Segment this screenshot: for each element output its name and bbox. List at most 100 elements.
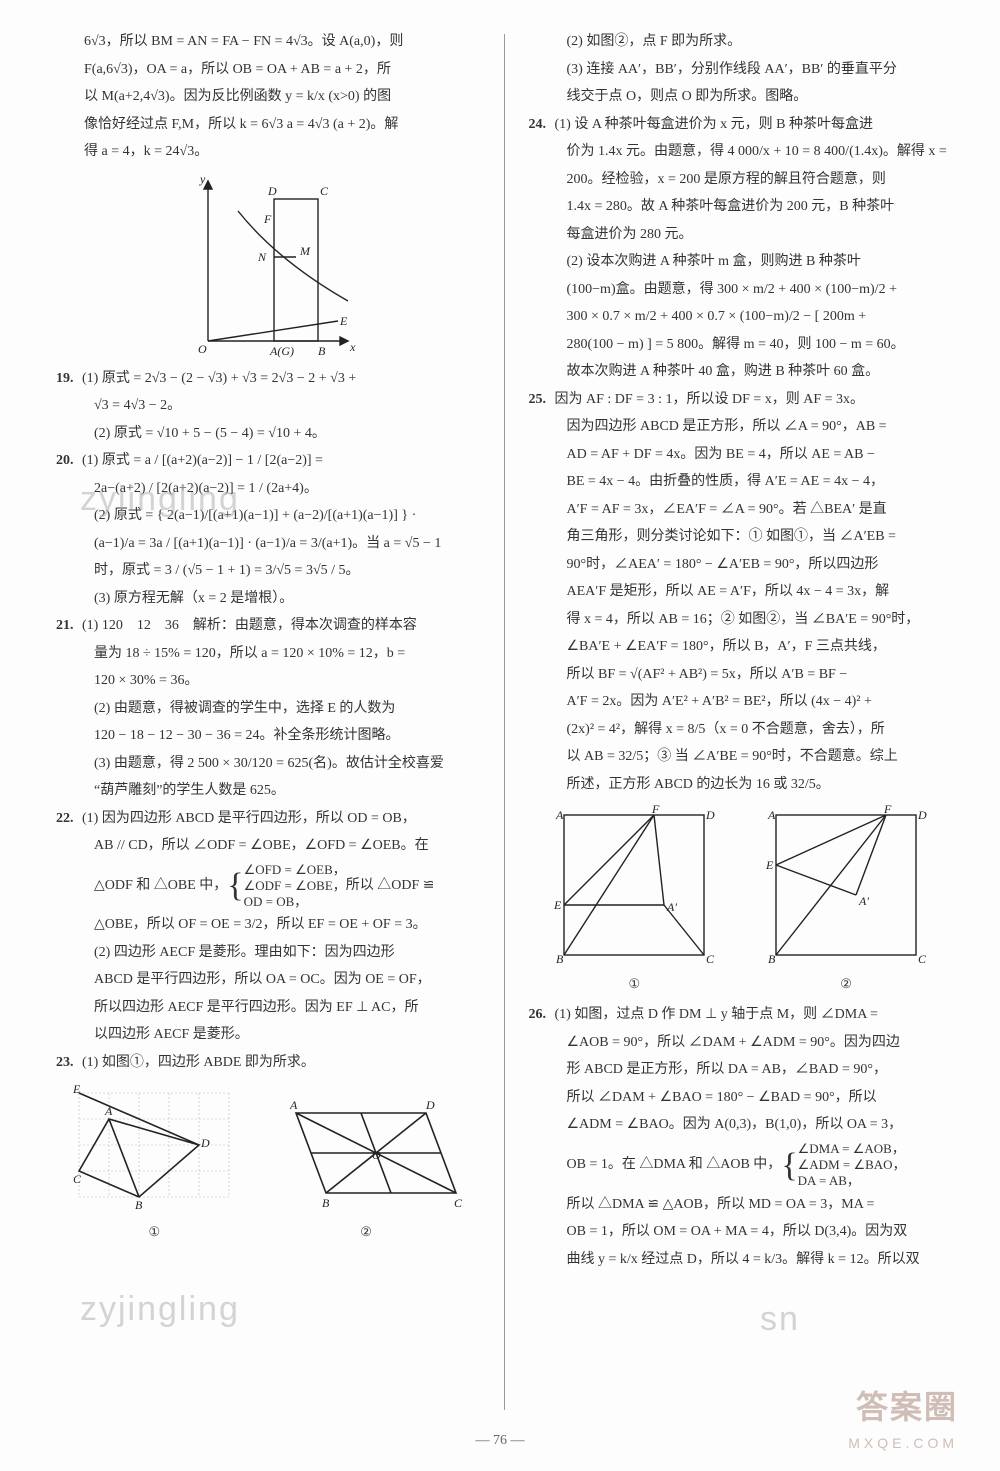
left-column: 6√3，所以 BM = AN = FA − FN = 4√3。设 A(a,0)，… <box>56 30 480 1410</box>
text-line: (2) 设本次购进 A 种茶叶 m 盒，则购进 B 种茶叶 <box>529 250 953 275</box>
svg-text:N: N <box>257 250 267 264</box>
q22: 22.(1) 因为四边形 ABCD 是平行四边形，所以 OD = OB， <box>56 807 480 832</box>
text-line: (2x)² = 4²，解得 x = 8/5（x = 0 不合题意，舍去），所 <box>529 718 953 743</box>
svg-text:A: A <box>104 1104 113 1118</box>
svg-text:B: B <box>318 344 326 358</box>
svg-text:M: M <box>299 244 311 258</box>
text-line: (2) 四边形 AECF 是菱形。理由如下：因为四边形 <box>56 941 480 966</box>
svg-text:y: y <box>199 172 206 186</box>
fig-caption: ① <box>544 973 724 996</box>
brace-line: △ODF 和 △OBE 中， { ∠OFD = ∠OEB， ∠ODF = ∠OB… <box>56 862 480 911</box>
svg-text:C: C <box>706 952 715 965</box>
svg-text:F: F <box>263 212 272 226</box>
text-line: BE = 4x − 4。由折叠的性质，得 A′E = AE = 4x − 4， <box>529 470 953 495</box>
text-line: (a−1)/a = 3a / [(a+1)(a−1)] · (a−1)/a = … <box>56 532 480 557</box>
svg-text:B: B <box>768 952 776 965</box>
text-line: 线交于点 O，则点 O 即为所求。图略。 <box>529 85 953 110</box>
text-line: 1.4x = 280。故 A 种茶叶每盒进价为 200 元，B 种茶叶 <box>529 195 953 220</box>
text-line: 时，原式 = 3 / (√5 − 1 + 1) = 3/√5 = 3√5 / 5… <box>56 559 480 584</box>
text-line: 120 − 18 − 12 − 30 − 36 = 24。补全条形统计图略。 <box>56 724 480 749</box>
text-line: “葫芦雕刻”的学生人数是 625。 <box>56 779 480 804</box>
q20: 20.(1) 原式 = a / [(a+2)(a−2)] − 1 / [2(a−… <box>56 449 480 474</box>
q26: 26.(1) 如图，过点 D 作 DM ⊥ y 轴于点 M，则 ∠DMA = <box>529 1003 953 1028</box>
svg-text:D: D <box>267 184 277 198</box>
svg-text:A: A <box>289 1098 298 1112</box>
svg-text:A: A <box>555 808 564 822</box>
svg-text:B: B <box>135 1198 143 1212</box>
text-line: AEA′F 是矩形，所以 AE = A′F，所以 4x − 4 = 3x，解 <box>529 580 953 605</box>
text-line: ∠BA′E + ∠EA′F = 180°，所以 B，A′，F 三点共线， <box>529 635 953 660</box>
text-line: A′F = AF = 3x，∠EA′F = ∠A = 90°。若 △BEA′ 是… <box>529 498 953 523</box>
text-line: AD = AF + DF = 4x。因为 BE = 4，所以 AE = AB − <box>529 443 953 468</box>
svg-text:E: E <box>765 858 774 872</box>
svg-text:D: D <box>425 1098 435 1112</box>
text-line: (2) 如图②，点 F 即为所求。 <box>529 30 953 55</box>
svg-text:D: D <box>200 1136 210 1150</box>
svg-text:D: D <box>705 808 715 822</box>
figure-curve-rect: y x D C F N M O A(G) B E <box>178 171 358 361</box>
brace-line: OB = 1。在 △DMA 和 △AOB 中， { ∠DMA = ∠AOB， ∠… <box>529 1141 953 1190</box>
text-line: (3) 由题意，得 2 500 × 30/120 = 625(名)。故估计全校喜… <box>56 752 480 777</box>
svg-text:F: F <box>883 805 892 816</box>
text-line: 200。经检验，x = 200 是原方程的解且符合题意，则 <box>529 168 953 193</box>
text-line: 形 ABCD 是正方形，所以 DA = AB，∠BAD = 90°， <box>529 1058 953 1083</box>
watermark-sub: MXQE.COM <box>848 1431 958 1456</box>
text-line: ABCD 是平行四边形，所以 OA = OC。因为 OE = OF， <box>56 968 480 993</box>
text-line: F(a,6√3)，OA = a，所以 OB = OA + AB = a + 2，… <box>56 58 480 83</box>
right-column: (2) 如图②，点 F 即为所求。 (3) 连接 AA′，BB′，分别作线段 A… <box>529 30 953 1410</box>
text-line: 120 × 30% = 36。 <box>56 669 480 694</box>
fig-caption: ② <box>756 973 936 996</box>
text-line: 2a−(a+2) / [2(a+2)(a−2)] = 1 / (2a+4)。 <box>56 477 480 502</box>
text-line: 因为四边形 ABCD 是正方形，所以 ∠A = 90°，AB = <box>529 415 953 440</box>
svg-text:C: C <box>320 184 329 198</box>
text-line: A′F = 2x。因为 A′E² + A′B² = BE²，所以 (4x − 4… <box>529 690 953 715</box>
text-line: 6√3，所以 BM = AN = FA − FN = 4√3。设 A(a,0)，… <box>56 30 480 55</box>
text-line: (2) 由题意，得被调查的学生中，选择 E 的人数为 <box>56 697 480 722</box>
text-line: 故本次购进 A 种茶叶 40 盒，购进 B 种茶叶 60 盒。 <box>529 360 953 385</box>
text-line: 得 x = 4，所以 AB = 16；② 如图②，当 ∠BA′E = 90°时， <box>529 608 953 633</box>
q21: 21.(1) 120 12 36 解析：由题意，得本次调查的样本容 <box>56 614 480 639</box>
svg-text:E: E <box>339 314 348 328</box>
svg-text:A′: A′ <box>666 900 677 914</box>
svg-text:C: C <box>918 952 927 965</box>
fig-caption: ② <box>266 1221 466 1244</box>
text-line: 每盒进价为 280 元。 <box>529 223 953 248</box>
text-line: 以 AB = 32/5；③ 当 ∠A′BE = 90°时，不合题意。综上 <box>529 745 953 770</box>
text-line: ∠AOB = 90°，所以 ∠DAM + ∠ADM = 90°。因为四边 <box>529 1031 953 1056</box>
svg-text:A: A <box>767 808 776 822</box>
text-line: AB // CD，所以 ∠ODF = ∠OBE，∠OFD = ∠OEB。在 <box>56 834 480 859</box>
text-line: √3 = 4√3 − 2。 <box>56 394 480 419</box>
text-line: 所以 △DMA ≌ △AOB，所以 MD = OA = 3，MA = <box>529 1193 953 1218</box>
watermark-main: 答案圈 <box>856 1379 958 1435</box>
text-line: 所以 BF = √(AF² + AB²) = 5x，所以 A′B = BF − <box>529 663 953 688</box>
text-line: 所以 ∠DAM + ∠BAO = 180° − ∠BAD = 90°，所以 <box>529 1086 953 1111</box>
q24: 24.(1) 设 A 种茶叶每盒进价为 x 元，则 B 种茶叶每盒进 <box>529 113 953 138</box>
svg-text:B: B <box>322 1196 330 1210</box>
text-line: OB = 1，所以 OM = OA + MA = 4，所以 D(3,4)。因为双 <box>529 1220 953 1245</box>
svg-text:E: E <box>72 1083 81 1096</box>
svg-text:x: x <box>349 340 356 354</box>
column-divider <box>504 34 505 1410</box>
svg-text:A′: A′ <box>858 894 869 908</box>
text-line: (2) 原式 = { 2(a−1)/[(a+1)(a−1)] + (a−2)/[… <box>56 504 480 529</box>
text-line: 300 × 0.7 × m/2 + 400 × 0.7 × (100−m)/2 … <box>529 305 953 330</box>
text-line: 像恰好经过点 F,M，所以 k = 6√3 a = 4√3 (a + 2)。解 <box>56 113 480 138</box>
text-line: 角三角形，则分类讨论如下：① 如图①，当 ∠A′EB = <box>529 525 953 550</box>
q25: 25.因为 AF : DF = 3 : 1，所以设 DF = x，则 AF = … <box>529 388 953 413</box>
text-line: (3) 连接 AA′，BB′，分别作线段 AA′，BB′ 的垂直平分 <box>529 58 953 83</box>
text-line: 得 a = 4，k = 24√3。 <box>56 140 480 165</box>
text-line: 所述，正方形 ABCD 的边长为 16 或 32/5。 <box>529 773 953 798</box>
svg-text:C: C <box>454 1196 463 1210</box>
text-line: ∠ADM = ∠BAO。因为 A(0,3)，B(1,0)，所以 OA = 3， <box>529 1113 953 1138</box>
q19: 19.(1) 原式 = 2√3 − (2 − √3) + √3 = 2√3 − … <box>56 367 480 392</box>
text-line: △OBE，所以 OF = OE = 3/2，所以 EF = OE + OF = … <box>56 913 480 938</box>
svg-text:B: B <box>556 952 564 965</box>
svg-text:E: E <box>553 898 562 912</box>
text-line: 90°时，∠AEA′ = 180° − ∠A′EB = 90°，所以四边形 <box>529 553 953 578</box>
text-line: (2) 原式 = √10 + 5 − (5 − 4) = √10 + 4。 <box>56 422 480 447</box>
text-line: 曲线 y = k/x 经过点 D，所以 4 = k/3。解得 k = 12。所以… <box>529 1248 953 1273</box>
text-line: (100−m)盒。由题意，得 300 × m/2 + 400 × (100−m)… <box>529 278 953 303</box>
fig-caption: ① <box>69 1221 239 1244</box>
svg-text:A(G): A(G) <box>269 344 294 358</box>
text-line: 以 M(a+2,4√3)。因为反比例函数 y = k/x (x>0) 的图 <box>56 85 480 110</box>
